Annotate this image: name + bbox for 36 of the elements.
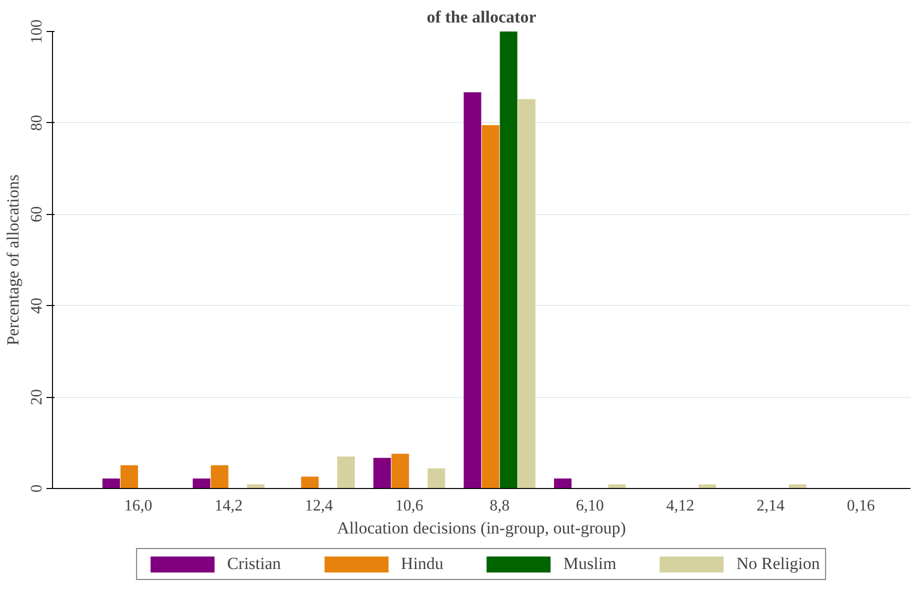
bar <box>210 465 228 488</box>
y-tick-label: 20 <box>28 389 46 406</box>
x-tick-label: 16,0 <box>124 498 152 514</box>
bar <box>337 456 355 488</box>
bar <box>373 458 391 488</box>
legend-label: No Religion <box>736 554 820 574</box>
bar <box>464 92 482 488</box>
x-tick-label: 0,16 <box>846 498 875 514</box>
x-axis-title: Allocation decisions (in-group, out-group) <box>337 518 626 538</box>
chart-title: of the allocator <box>426 8 537 26</box>
bar <box>482 125 500 488</box>
bar <box>518 99 536 488</box>
bar <box>192 478 210 488</box>
y-tick-label: 40 <box>28 298 46 314</box>
legend-label: Hindu <box>400 554 444 574</box>
x-tick-label: 8,8 <box>490 498 510 514</box>
x-tick-label: 6,10 <box>576 498 604 514</box>
bar <box>428 468 446 488</box>
bar <box>301 476 319 488</box>
bar <box>102 478 120 488</box>
x-tick-label: 10,6 <box>395 498 424 514</box>
x-tick-label: 14,2 <box>214 498 243 514</box>
legend-label: Cristian <box>227 554 281 574</box>
bar <box>554 478 572 488</box>
bar <box>500 32 518 488</box>
x-tick-label: 4,12 <box>666 498 694 514</box>
legend-label: Muslim <box>563 554 616 574</box>
bar <box>391 454 409 488</box>
y-tick-label: 0 <box>28 484 46 492</box>
x-tick-label: 2,14 <box>756 498 785 514</box>
y-axis-title: Percentage of allocations <box>4 174 22 346</box>
y-tick-label: 100 <box>28 20 46 44</box>
x-tick-label: 12,4 <box>304 498 333 514</box>
bar <box>120 465 138 488</box>
y-tick-label: 80 <box>28 114 46 131</box>
y-tick-label: 60 <box>28 206 46 222</box>
